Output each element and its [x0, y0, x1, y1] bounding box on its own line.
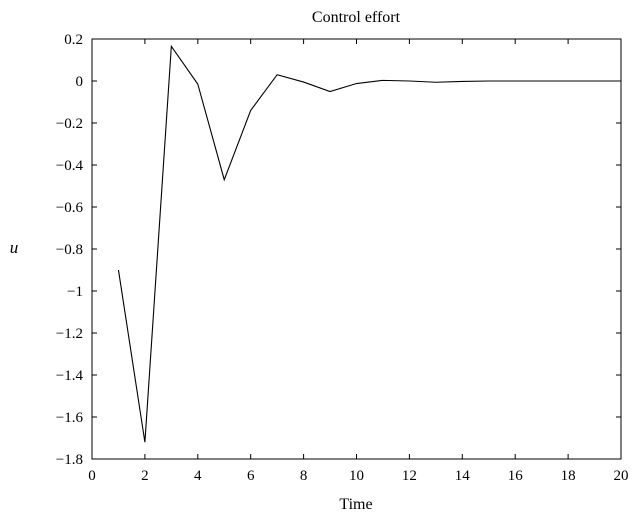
- x-tick-label: 6: [247, 468, 255, 484]
- y-tick-label: −0.2: [56, 116, 83, 132]
- x-tick-label: 0: [88, 468, 96, 484]
- x-tick-label: 16: [508, 468, 524, 484]
- y-tick-label: −0.6: [56, 200, 84, 216]
- chart-title: Control effort: [312, 9, 401, 26]
- x-tick-label: 8: [300, 468, 308, 484]
- y-tick-label: −1.8: [56, 452, 83, 468]
- y-tick-label: −1.6: [56, 410, 84, 426]
- y-tick-label: −1.4: [56, 368, 84, 384]
- y-tick-label: −0.8: [56, 242, 83, 258]
- y-axis-label: u: [10, 238, 19, 257]
- x-tick-label: 20: [614, 468, 629, 484]
- x-tick-label: 14: [455, 468, 471, 484]
- plot-area-frame: [91, 38, 622, 460]
- x-tick-label: 12: [402, 468, 417, 484]
- y-tick-label: −1.2: [56, 326, 83, 342]
- y-tick-label: −1: [67, 284, 83, 300]
- y-tick-label: −0.4: [56, 158, 84, 174]
- series-line: [117, 44, 621, 443]
- series-layer: [117, 44, 621, 443]
- y-tick-label: 0: [76, 74, 84, 90]
- y-axis-ticks: 0.2 0 −0.2 −0.4 −0.6 −0.8 −1 −1.2 −1.4 −1.6 −1.8: [56, 32, 621, 468]
- x-tick-label: 18: [561, 468, 576, 484]
- x-tick-label: 2: [141, 468, 149, 484]
- y-tick-label: 0.2: [64, 32, 83, 48]
- x-tick-label: 4: [194, 468, 202, 484]
- x-axis-ticks: 0 2 4 6 8 10 12 14 16 18 20: [88, 39, 629, 484]
- x-axis-label: Time: [339, 496, 372, 513]
- x-tick-label: 10: [349, 468, 364, 484]
